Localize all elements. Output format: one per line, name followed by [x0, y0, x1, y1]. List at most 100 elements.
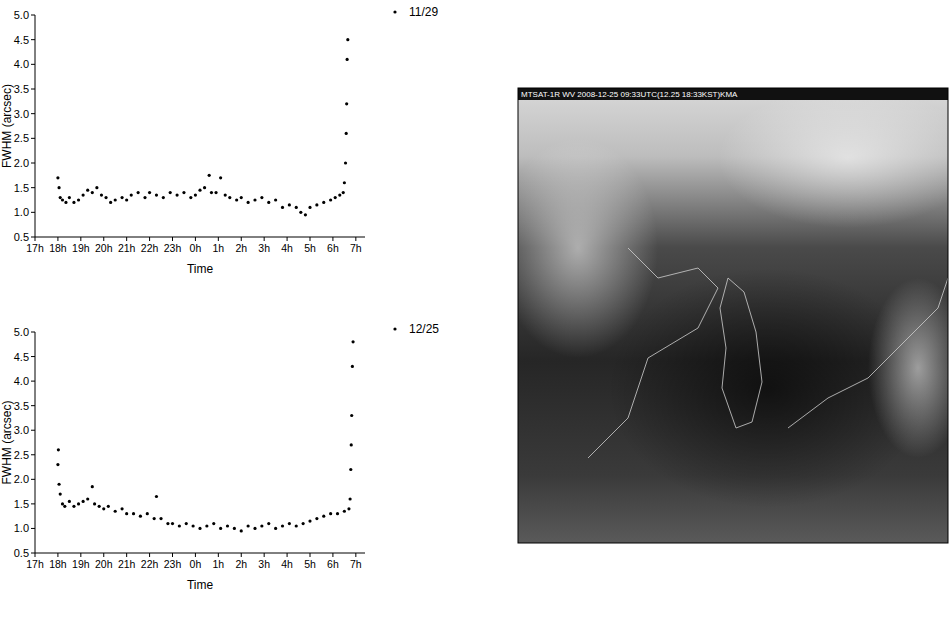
- x-tick: [103, 553, 104, 557]
- coastline: [720, 278, 762, 428]
- x-tick: [80, 553, 81, 557]
- x-tick-label: 5h: [304, 558, 316, 570]
- x-tick: [195, 237, 196, 241]
- y-tick: [31, 381, 35, 382]
- y-tick-label: 4.0: [14, 375, 29, 387]
- data-point: [64, 201, 67, 204]
- x-axis-title: Time: [187, 578, 214, 592]
- y-tick: [31, 430, 35, 431]
- y-tick-label: 2.0: [14, 473, 29, 485]
- data-point: [162, 196, 165, 199]
- x-tick-label: 17h: [26, 242, 44, 254]
- x-axis: [35, 553, 365, 554]
- chart-panel: 0.51.01.52.02.53.03.54.04.55.017h18h19h2…: [0, 322, 439, 592]
- data-point: [182, 191, 185, 194]
- x-tick: [287, 237, 288, 241]
- data-point: [120, 507, 123, 510]
- x-tick: [332, 553, 333, 557]
- data-point: [329, 512, 332, 515]
- image-header: MTSAT-1R WV 2008-12-25 09:33UTC(12.25 18…: [521, 90, 738, 99]
- data-point: [350, 414, 353, 417]
- x-tick: [264, 237, 265, 241]
- y-tick: [31, 479, 35, 480]
- y-tick-label: 1.5: [14, 498, 29, 510]
- x-tick: [241, 237, 242, 241]
- x-tick-label: 0h: [190, 242, 202, 254]
- x-tick-label: 5h: [304, 242, 316, 254]
- data-point: [219, 527, 222, 530]
- data-point: [77, 198, 80, 201]
- data-point: [139, 515, 142, 518]
- data-point: [260, 524, 263, 527]
- y-tick: [31, 163, 35, 164]
- data-point: [178, 524, 181, 527]
- y-tick: [31, 237, 35, 238]
- y-tick: [31, 454, 35, 455]
- data-point: [155, 495, 158, 498]
- data-point: [77, 502, 80, 505]
- legend-label: 12/25: [409, 322, 439, 336]
- data-point: [336, 512, 339, 515]
- x-tick: [310, 553, 311, 557]
- x-tick-label: 6h: [327, 242, 339, 254]
- data-point: [68, 196, 71, 199]
- x-tick: [35, 237, 36, 241]
- x-tick-label: 2h: [235, 242, 247, 254]
- data-point: [91, 485, 94, 488]
- y-tick-label: 2.5: [14, 132, 29, 144]
- data-point: [342, 191, 345, 194]
- data-point: [224, 193, 227, 196]
- y-tick: [31, 553, 35, 554]
- data-point: [143, 196, 146, 199]
- x-tick: [126, 237, 127, 241]
- x-tick-label: 3h: [258, 558, 270, 570]
- data-point: [295, 206, 298, 209]
- x-tick-label: 4h: [281, 558, 293, 570]
- x-tick-label: 18h: [49, 242, 67, 254]
- data-point: [98, 505, 101, 508]
- x-tick: [80, 237, 81, 241]
- data-point: [104, 196, 107, 199]
- data-point: [210, 191, 213, 194]
- x-tick-label: 20h: [95, 558, 113, 570]
- x-tick: [218, 237, 219, 241]
- data-point: [299, 211, 302, 214]
- x-tick: [287, 553, 288, 557]
- data-point: [288, 522, 291, 525]
- data-point: [114, 510, 117, 513]
- data-point: [56, 463, 59, 466]
- data-point: [146, 512, 149, 515]
- data-point: [334, 196, 337, 199]
- plot-area: [56, 38, 349, 216]
- y-axis-title: FWHM (arcsec): [0, 84, 14, 168]
- x-tick-label: 21h: [118, 558, 136, 570]
- data-point: [57, 186, 60, 189]
- x-tick: [103, 237, 104, 241]
- data-point: [345, 132, 348, 135]
- x-tick-label: 22h: [141, 242, 159, 254]
- data-point: [61, 198, 64, 201]
- data-point: [219, 176, 222, 179]
- x-tick: [332, 237, 333, 241]
- data-point: [56, 176, 59, 179]
- data-point: [107, 505, 110, 508]
- x-tick-label: 23h: [164, 242, 182, 254]
- y-tick: [31, 39, 35, 40]
- data-point: [304, 213, 307, 216]
- data-point: [226, 524, 229, 527]
- data-point: [205, 524, 208, 527]
- y-tick-label: 3.0: [14, 424, 29, 436]
- data-point: [233, 527, 236, 530]
- data-point: [203, 186, 206, 189]
- data-point: [308, 519, 311, 522]
- x-tick: [195, 553, 196, 557]
- data-point: [214, 191, 217, 194]
- data-point: [72, 201, 75, 204]
- data-point: [349, 468, 352, 471]
- data-point: [228, 196, 231, 199]
- data-point: [208, 174, 211, 177]
- data-point: [351, 340, 354, 343]
- x-tick-label: 1h: [212, 558, 224, 570]
- data-point: [155, 193, 158, 196]
- y-tick: [31, 113, 35, 114]
